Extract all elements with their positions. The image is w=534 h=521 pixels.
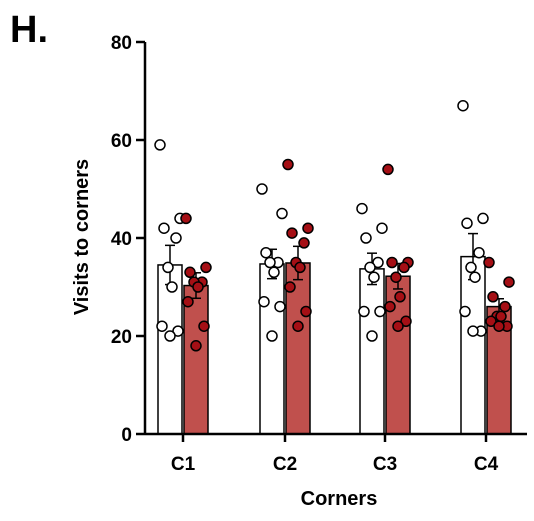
- data-point-c2-series-2: [284, 281, 296, 293]
- data-point-c3-series-1: [368, 271, 380, 283]
- data-point-c2-series-2: [298, 237, 310, 249]
- data-point-c2-series-1: [256, 183, 268, 195]
- data-point-c3-series-2: [394, 291, 406, 303]
- data-point-c1-series-1: [154, 139, 166, 151]
- x-tick-label-c3: C3: [373, 454, 397, 475]
- data-point-c1-series-2: [192, 281, 204, 293]
- data-point-c3-series-1: [358, 305, 370, 318]
- data-point-c1-series-2: [180, 212, 192, 225]
- panel-label: H.: [10, 9, 48, 51]
- data-point-c1-series-2: [198, 320, 210, 332]
- y-tick-label-60: 60: [111, 131, 132, 152]
- y-tick-label-0: 0: [121, 425, 132, 446]
- data-point-c4-series-1: [457, 99, 469, 112]
- data-point-c1-series-1: [162, 261, 174, 274]
- data-point-c3-series-2: [382, 163, 394, 176]
- bar-c3-series-1: [359, 268, 385, 435]
- y-tick-label-80: 80: [111, 33, 132, 54]
- data-point-c3-series-1: [366, 330, 378, 342]
- bar-c1-series-1: [157, 264, 183, 435]
- data-point-c4-series-1: [477, 212, 489, 225]
- data-point-c4-series-2: [483, 256, 495, 269]
- data-point-c2-series-2: [294, 261, 306, 274]
- data-point-c4-series-1: [467, 325, 479, 337]
- data-point-c2-series-1: [258, 295, 270, 308]
- data-point-c3-series-2: [386, 256, 398, 269]
- y-axis-label: Visits to corners: [71, 159, 93, 315]
- data-point-c2-series-2: [282, 158, 294, 171]
- data-point-c2-series-1: [274, 300, 286, 313]
- data-point-c4-series-1: [461, 217, 473, 230]
- bar-c1-series-2: [183, 284, 209, 435]
- y-tick-label-40: 40: [111, 229, 132, 250]
- x-tick-label-c2: C2: [273, 454, 297, 475]
- y-tick-label-20: 20: [111, 327, 132, 348]
- data-point-c3-series-2: [398, 261, 410, 274]
- data-point-c2-series-1: [264, 256, 276, 269]
- data-point-c1-series-2: [190, 340, 202, 352]
- data-point-c2-series-2: [302, 222, 314, 234]
- data-point-c4-series-1: [465, 261, 477, 274]
- data-point-c3-series-2: [390, 271, 402, 283]
- data-point-c2-series-1: [266, 330, 278, 342]
- bar-c4-series-1: [460, 255, 486, 435]
- data-point-c4-series-1: [459, 305, 471, 318]
- data-point-c1-series-1: [164, 330, 176, 342]
- data-point-c3-series-1: [360, 232, 372, 244]
- plot-area: 0 20 40 60 80 C1 C2 C3 C4: [111, 33, 527, 475]
- data-point-c4-series-2: [493, 320, 505, 332]
- data-point-c2-series-2: [292, 320, 304, 332]
- data-point-c4-series-2: [495, 310, 507, 323]
- data-point-c3-series-1: [364, 261, 376, 274]
- data-point-c1-series-2: [200, 261, 212, 274]
- data-point-c1-series-1: [170, 232, 182, 244]
- data-point-c2-series-2: [300, 305, 312, 318]
- data-point-c4-series-1: [469, 271, 481, 283]
- data-point-c1-series-1: [156, 320, 168, 332]
- data-point-c3-series-1: [356, 202, 368, 215]
- data-point-c4-series-2: [487, 291, 499, 303]
- data-point-c4-series-2: [503, 276, 515, 288]
- x-tick-label-c4: C4: [474, 454, 499, 475]
- data-point-c3-series-1: [374, 305, 386, 318]
- data-point-c4-series-1: [473, 246, 485, 259]
- data-point-c2-series-1: [276, 207, 288, 220]
- data-point-c2-series-2: [286, 227, 298, 239]
- x-axis-label: Corners: [301, 488, 378, 510]
- data-point-c1-series-2: [182, 295, 194, 308]
- data-point-c3-series-1: [376, 222, 388, 234]
- data-point-c3-series-2: [384, 300, 396, 313]
- data-point-c3-series-2: [392, 320, 404, 332]
- bar-c2-series-1: [259, 263, 285, 435]
- data-point-c4-series-2: [499, 300, 511, 313]
- data-point-c1-series-1: [158, 222, 170, 234]
- data-point-c1-series-1: [166, 281, 178, 293]
- data-point-c2-series-1: [268, 266, 280, 279]
- x-tick-label-c1: C1: [171, 454, 196, 475]
- data-point-c1-series-2: [184, 266, 196, 279]
- data-point-c2-series-1: [260, 246, 272, 259]
